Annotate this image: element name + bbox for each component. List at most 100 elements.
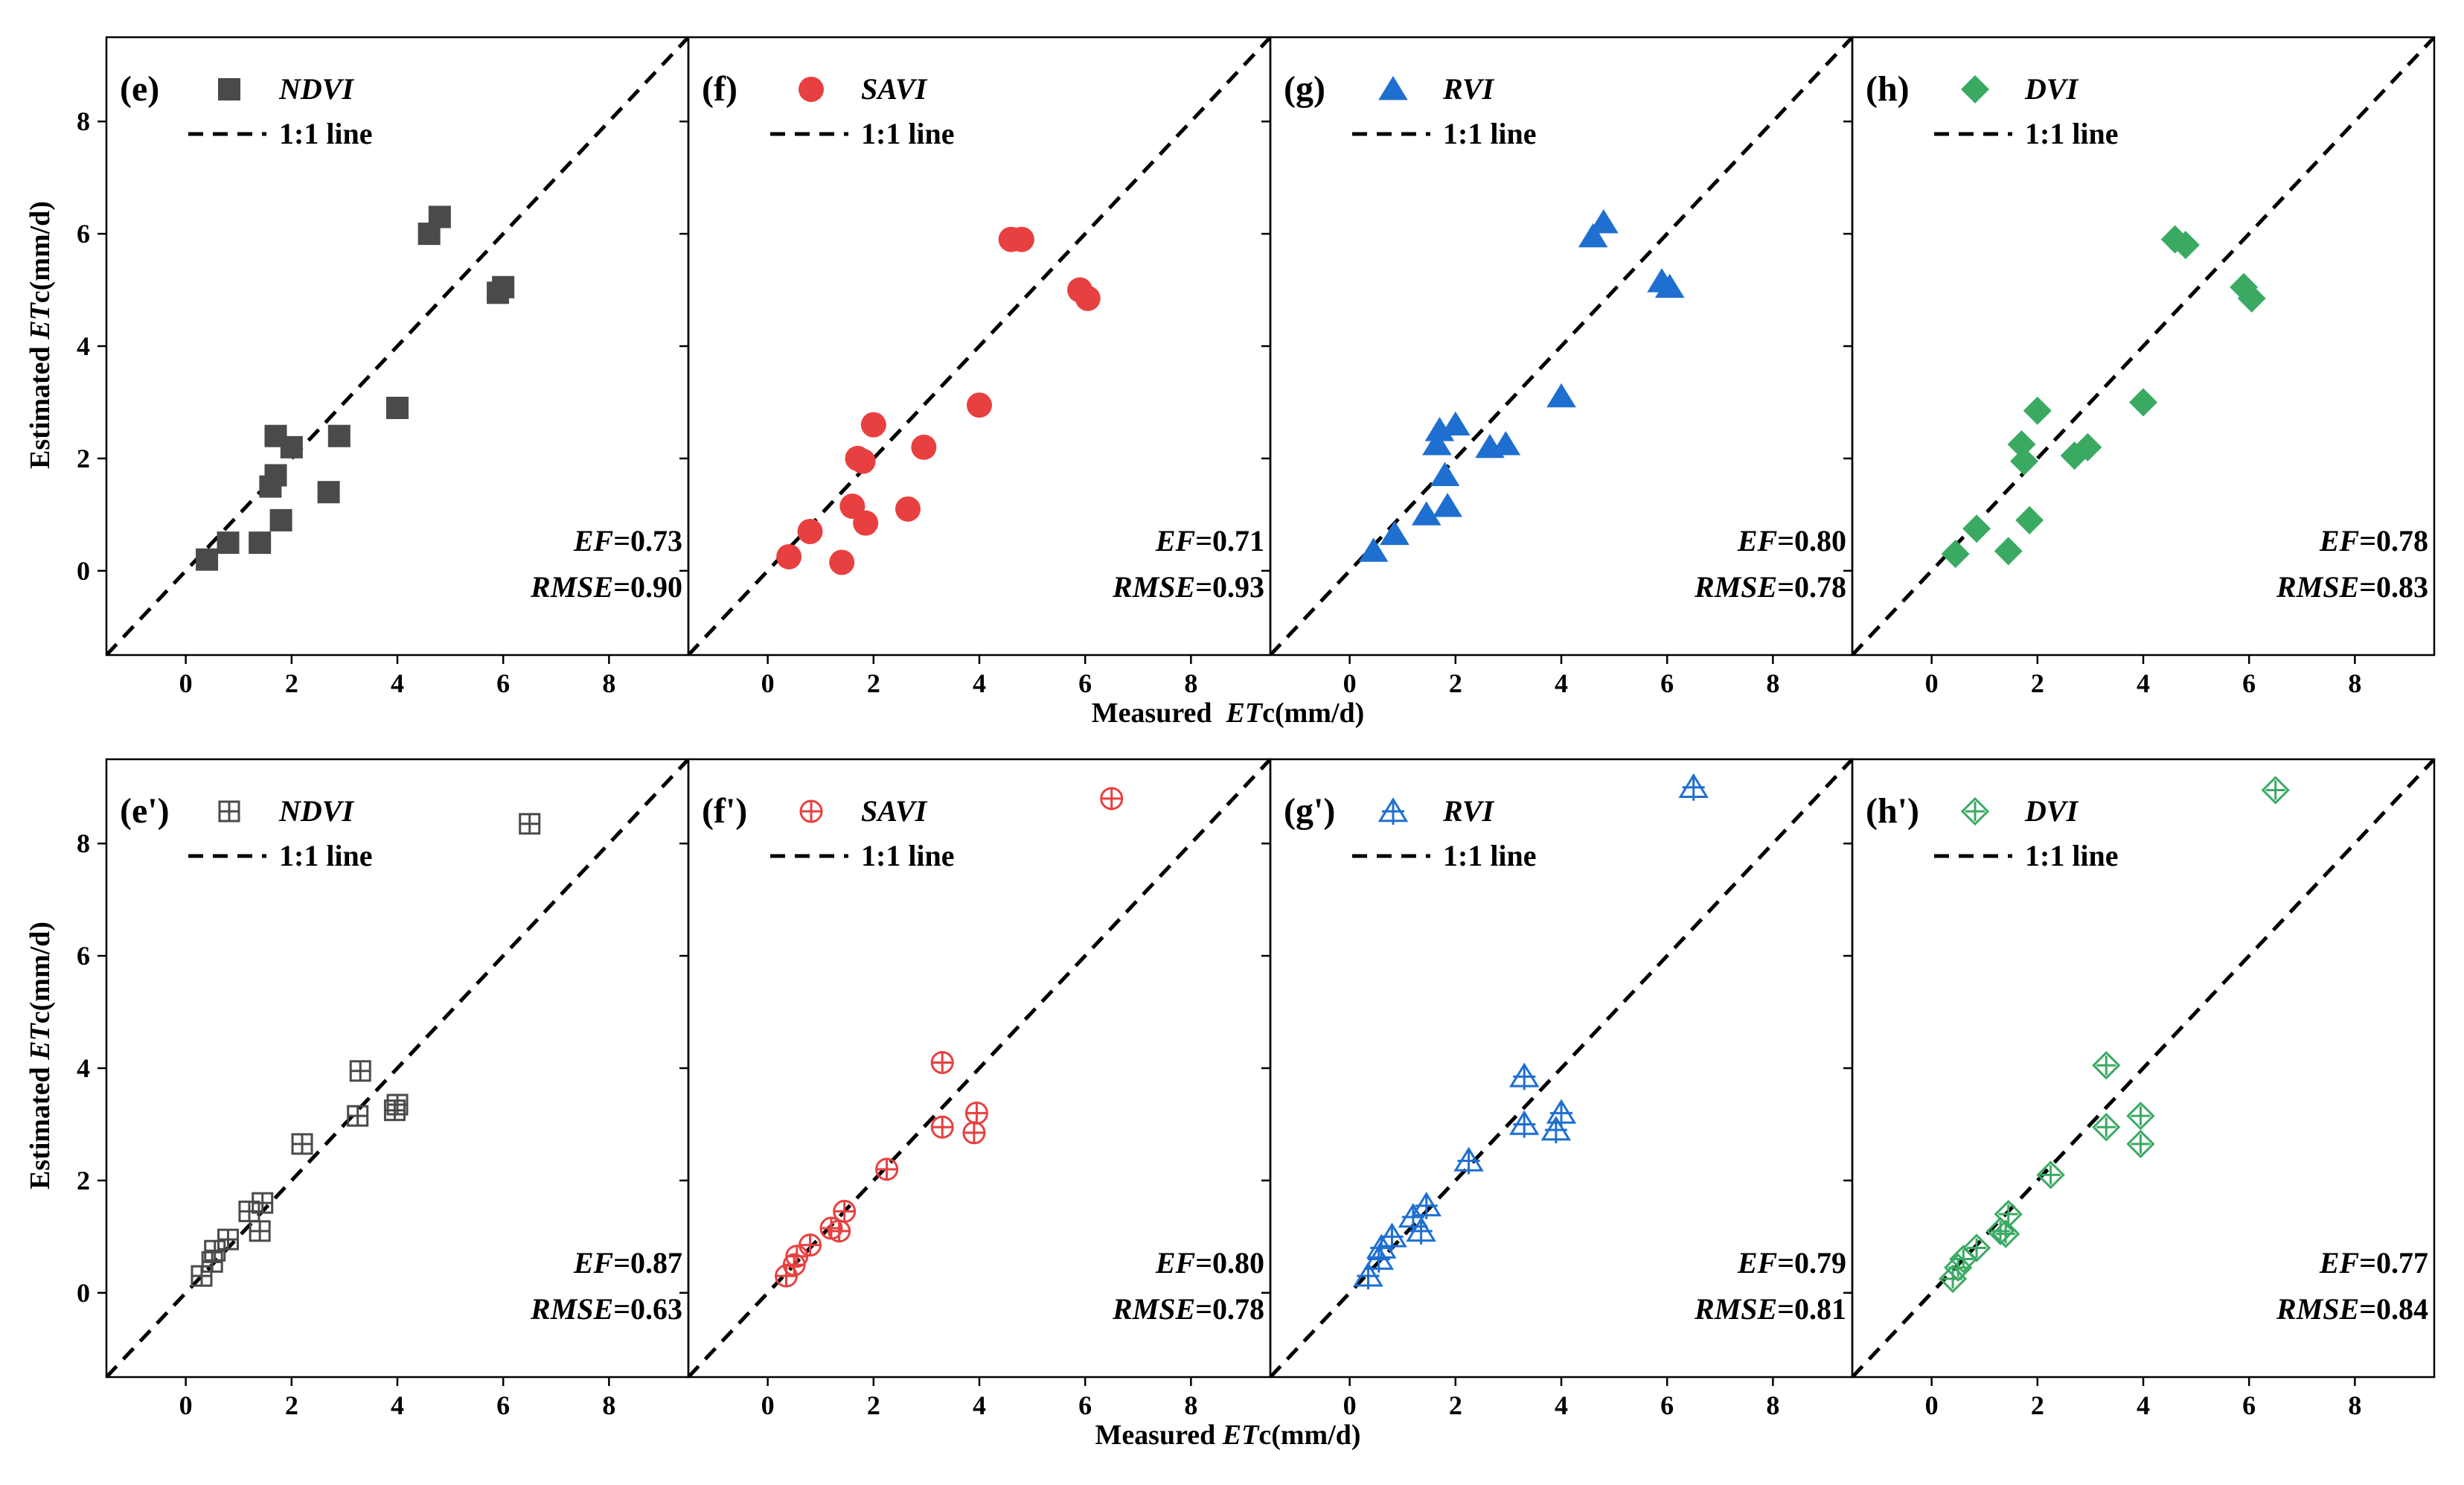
data-point [1994, 1200, 2023, 1229]
rmse-label: RMSE [1112, 1292, 1195, 1326]
x-tick-label: 6 [1078, 1390, 1092, 1420]
legend-series-name: RVI [1442, 72, 1495, 106]
ef-value: EF=0.79 [1737, 1246, 1846, 1280]
x-tick-label: 8 [1184, 1390, 1197, 1420]
rmse-label: RMSE [1112, 570, 1195, 604]
data-point [386, 397, 409, 419]
data-point [238, 1200, 260, 1222]
data-point-shape [1546, 383, 1576, 408]
y-tick-label: 2 [77, 1166, 90, 1195]
data-point-shape [875, 1157, 899, 1181]
legend-marker-shape [799, 77, 824, 102]
x-tick-label: 4 [391, 668, 404, 698]
x-tick-label: 0 [1925, 1390, 1939, 1420]
legend-marker [1377, 797, 1409, 825]
data-point [269, 508, 292, 531]
y-tick-label: 0 [77, 1278, 90, 1308]
data-point [1578, 223, 1608, 248]
y-tick-label: 4 [77, 1053, 90, 1083]
ef-value: EF=0.87 [573, 1246, 682, 1280]
x-axis-title-bottom: Measured ETc(mm/d) [1095, 1419, 1360, 1451]
legend-series-name: NDVI [278, 794, 354, 828]
x-tick-label: 2 [867, 1390, 880, 1420]
data-point [785, 1245, 809, 1268]
data-point [2092, 1113, 2121, 1142]
x-tick-label: 6 [2242, 1390, 2256, 1420]
data-point [2023, 396, 2052, 425]
data-point [386, 1093, 409, 1116]
data-point-shape [2010, 447, 2039, 476]
legend-line-label: 1:1 line [279, 117, 373, 150]
ef-label: EF [2319, 1246, 2360, 1280]
data-point [1366, 1233, 1397, 1262]
data-point [217, 531, 240, 555]
ef-number: =0.79 [1777, 1246, 1846, 1280]
x-tick-label: 2 [2031, 1390, 2044, 1420]
x-tick-label: 8 [1184, 668, 1197, 698]
data-point-shape [797, 519, 823, 544]
data-point [1398, 1203, 1429, 1230]
x-axis-title-top: Measured ETc(mm/d) [1092, 697, 1365, 729]
data-point-shape [1411, 501, 1441, 526]
data-point-shape [1441, 411, 1471, 436]
data-point-shape [1938, 1264, 1968, 1294]
x-tick-label: 6 [1660, 1390, 1674, 1420]
data-point [2007, 430, 2036, 459]
data-point-shape [269, 508, 292, 531]
y-axis-title-top: Estimated ETc(mm/d) [25, 201, 56, 469]
legend-line-label: 1:1 line [861, 839, 955, 872]
data-point [201, 1251, 223, 1273]
x-tick-label: 0 [1343, 1390, 1357, 1420]
data-point [492, 275, 515, 298]
panel-label: (h) [1866, 69, 1910, 109]
data-point [1411, 501, 1441, 526]
rmse-number: =0.90 [613, 570, 682, 604]
data-point [280, 435, 303, 459]
data-point-shape [2007, 430, 2036, 459]
data-point [895, 496, 921, 522]
rmse-number: =0.83 [2359, 570, 2428, 604]
data-point-shape [217, 531, 240, 555]
ef-label: EF [573, 1246, 614, 1280]
data-point-shape [317, 481, 340, 504]
data-point-shape [1962, 514, 1991, 543]
data-point [2036, 1160, 2065, 1189]
x-tick-label: 8 [1766, 1390, 1779, 1420]
data-point-shape [2126, 1129, 2155, 1158]
data-point-shape [196, 548, 219, 571]
data-point-shape [2129, 388, 2157, 417]
y-tick-label: 4 [77, 331, 90, 361]
data-point [1358, 537, 1389, 562]
data-point [428, 205, 451, 229]
ef-value: EF=0.78 [2319, 524, 2428, 558]
rmse-label: RMSE [2276, 1292, 2359, 1326]
data-point-shape [860, 412, 886, 438]
data-point-shape [1075, 285, 1101, 311]
data-point [249, 1220, 271, 1242]
data-point [1411, 1191, 1441, 1219]
ef-number: =0.71 [1195, 524, 1264, 558]
data-point-shape [2092, 1113, 2121, 1142]
data-point-shape [1100, 787, 1124, 811]
data-point-shape [1589, 209, 1619, 234]
data-point [2261, 776, 2290, 805]
data-point-shape [2261, 776, 2290, 805]
data-point-shape [2171, 231, 2200, 260]
legend-line-label: 1:1 line [279, 839, 373, 872]
data-point [860, 412, 886, 438]
data-point-shape [2237, 284, 2266, 313]
data-point [2129, 388, 2157, 417]
data-point [1962, 1233, 1991, 1262]
ef-label: EF [1737, 1246, 1778, 1280]
data-point-shape [1654, 273, 1685, 298]
data-point [797, 519, 823, 544]
x-tick-label: 2 [867, 668, 880, 698]
y-tick-label: 0 [77, 556, 90, 586]
data-point-shape [833, 1199, 857, 1223]
x-tick-label: 8 [602, 668, 615, 698]
x-tick-label: 4 [1555, 1390, 1568, 1420]
data-point [962, 1121, 986, 1145]
data-point [799, 1233, 822, 1257]
panel-label: (g') [1284, 791, 1335, 831]
